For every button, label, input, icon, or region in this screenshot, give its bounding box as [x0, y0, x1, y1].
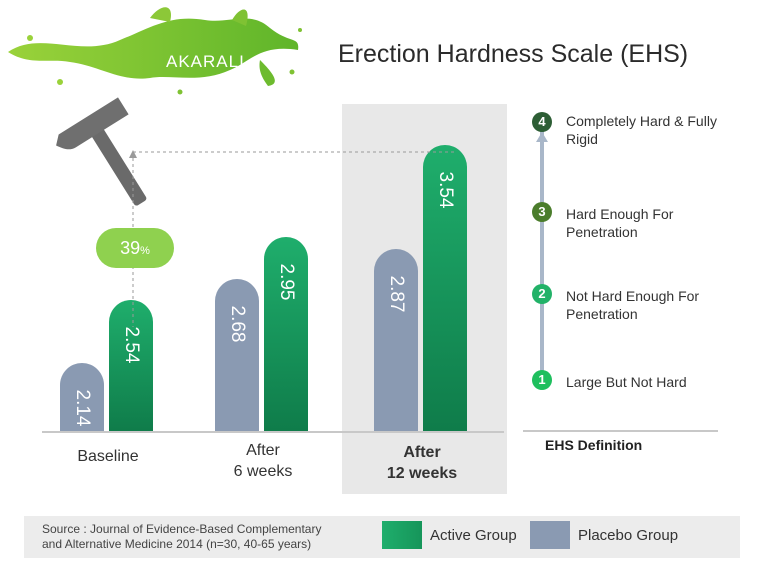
improvement-value: 39	[120, 238, 141, 258]
ehs-level-3-text: Hard Enough For Penetration	[566, 206, 674, 240]
placebo-bar-6-weeks: 2.68	[215, 278, 259, 431]
improvement-unit: %	[140, 245, 150, 257]
page-title: Erection Hardness Scale (EHS)	[338, 40, 689, 68]
legend-active-swatch	[382, 521, 422, 549]
ehs-level-4-badge: 4	[532, 112, 552, 132]
ehs-level-2-text: Not Hard Enough For Penetration	[566, 288, 700, 322]
active-bar-baseline: 2.54	[109, 300, 153, 431]
source-line-1: Source : Journal of Evidence-Based Compl…	[42, 522, 322, 536]
legend-placebo-label: Placebo Group	[578, 527, 679, 544]
brand-logo: AKARALI	[0, 0, 310, 110]
ehs-level-2-badge: 2	[532, 284, 552, 304]
active-bar-12-weeks: 3.54	[423, 144, 467, 431]
ehs-definition-label: EHS Definition	[545, 437, 643, 453]
source-line-2: and Alternative Medicine 2014 (n=30, 40-…	[42, 537, 312, 551]
category-label-baseline: Baseline	[77, 448, 139, 465]
improvement-badge: 39%	[96, 228, 174, 268]
ehs-level-3-badge: 3	[532, 202, 552, 222]
ehs-scale-line	[540, 130, 544, 382]
ehs-level-1-badge: 1	[532, 370, 552, 390]
chart-baseline	[42, 431, 504, 433]
legend-active-label: Active Group	[430, 527, 517, 544]
category-label-6-weeks: After 6 weeks	[233, 442, 293, 480]
ehs-level-1-text: Large But Not Hard	[566, 374, 687, 390]
source-citation: Source : Journal of Evidence-Based Compl…	[42, 522, 362, 552]
legend-placebo-swatch	[530, 521, 570, 549]
active-bar-6-weeks: 2.95	[264, 236, 308, 431]
ehs-level-4-text: Completely Hard & Fully Rigid	[566, 113, 717, 147]
ehs-baseline	[523, 430, 718, 432]
category-label-12-weeks: After 12 weeks	[386, 444, 458, 482]
splash-graphic	[8, 7, 302, 95]
placebo-bar-12-weeks: 2.87	[374, 249, 418, 431]
ehs-scale-arrow	[536, 132, 548, 142]
hammer-icon	[56, 96, 166, 216]
connector-arrowhead	[129, 150, 137, 158]
brand-name: AKARALI	[166, 52, 245, 71]
placebo-bar-baseline: 2.14	[60, 362, 104, 431]
